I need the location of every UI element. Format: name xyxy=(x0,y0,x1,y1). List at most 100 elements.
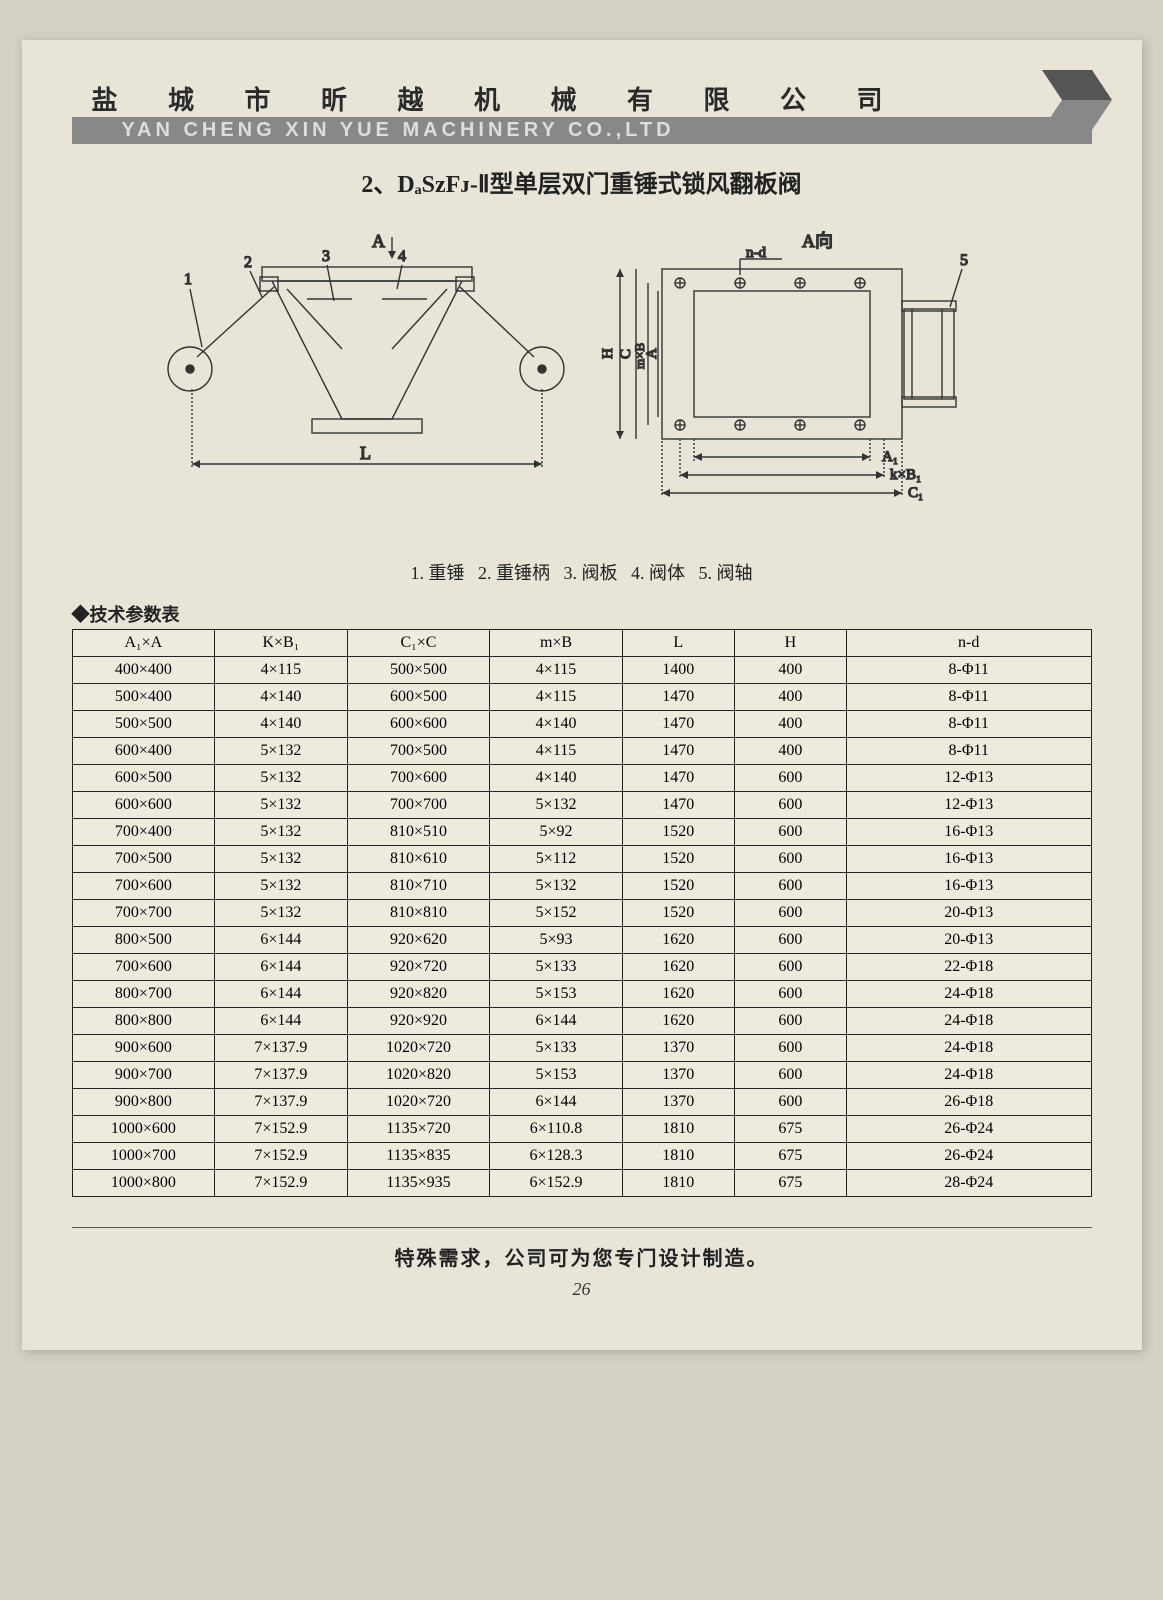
table-row: 600×4005×132700×5004×11514704008-Φ11 xyxy=(72,738,1091,765)
table-cell: 700×500 xyxy=(72,846,215,873)
table-cell: 5×132 xyxy=(215,900,347,927)
table-col-header: n-d xyxy=(846,630,1091,657)
table-cell: 6×144 xyxy=(215,981,347,1008)
table-cell: 675 xyxy=(734,1143,846,1170)
table-cell: 6×144 xyxy=(490,1089,622,1116)
diagram-label-Aview: A向 xyxy=(802,231,833,251)
table-cell: 1020×720 xyxy=(347,1035,490,1062)
table-cell: 6×152.9 xyxy=(490,1170,622,1197)
table-col-header: C₁×C xyxy=(347,630,490,657)
table-cell: 600 xyxy=(734,927,846,954)
logo-icon xyxy=(1042,70,1112,130)
table-cell: 1620 xyxy=(622,1008,734,1035)
table-cell: 675 xyxy=(734,1170,846,1197)
table-cell: 920×920 xyxy=(347,1008,490,1035)
table-cell: 8-Φ11 xyxy=(846,738,1091,765)
table-cell: 4×140 xyxy=(215,711,347,738)
engineering-diagram: A xyxy=(142,229,1022,549)
table-cell: 600 xyxy=(734,981,846,1008)
table-cell: 600 xyxy=(734,954,846,981)
table-cell: 26-Φ24 xyxy=(846,1143,1091,1170)
table-cell: 600 xyxy=(734,1035,846,1062)
table-cell: 600 xyxy=(734,1008,846,1035)
svg-text:1: 1 xyxy=(184,271,192,288)
table-cell: 5×132 xyxy=(490,792,622,819)
table-cell: 1520 xyxy=(622,819,734,846)
table-cell: 5×133 xyxy=(490,1035,622,1062)
table-cell: 700×600 xyxy=(72,873,215,900)
table-row: 900×8007×137.91020×7206×144137060026-Φ18 xyxy=(72,1089,1091,1116)
table-cell: 16-Φ13 xyxy=(846,819,1091,846)
table-cell: 900×600 xyxy=(72,1035,215,1062)
table-cell: 5×153 xyxy=(490,981,622,1008)
table-cell: 6×144 xyxy=(490,1008,622,1035)
svg-text:3: 3 xyxy=(322,248,330,265)
table-cell: 7×152.9 xyxy=(215,1143,347,1170)
table-cell: 7×137.9 xyxy=(215,1035,347,1062)
table-cell: 5×132 xyxy=(215,765,347,792)
table-cell: 400 xyxy=(734,684,846,711)
table-row: 1000×6007×152.91135×7206×110.8181067526-… xyxy=(72,1116,1091,1143)
table-cell: 4×140 xyxy=(215,684,347,711)
svg-text:2: 2 xyxy=(244,254,252,271)
table-cell: 600×500 xyxy=(72,765,215,792)
table-cell: 920×720 xyxy=(347,954,490,981)
page-number: 26 xyxy=(72,1279,1092,1300)
table-cell: 810×610 xyxy=(347,846,490,873)
table-cell: 400 xyxy=(734,657,846,684)
title-suffix: 型单层双门重锤式锁风翻板阀 xyxy=(490,172,802,198)
table-row: 700×6006×144920×7205×133162060022-Φ18 xyxy=(72,954,1091,981)
table-cell: 600 xyxy=(734,819,846,846)
table-cell: 1135×835 xyxy=(347,1143,490,1170)
table-cell: 4×115 xyxy=(490,657,622,684)
table-cell: 500×400 xyxy=(72,684,215,711)
table-col-header: L xyxy=(622,630,734,657)
table-cell: 20-Φ13 xyxy=(846,927,1091,954)
table-row: 400×4004×115500×5004×11514004008-Φ11 xyxy=(72,657,1091,684)
table-cell: 700×700 xyxy=(72,900,215,927)
table-cell: 6×144 xyxy=(215,927,347,954)
table-cell: 16-Φ13 xyxy=(846,846,1091,873)
svg-text:A: A xyxy=(644,348,660,359)
table-cell: 1370 xyxy=(622,1035,734,1062)
table-cell: 1020×820 xyxy=(347,1062,490,1089)
table-row: 900×6007×137.91020×7205×133137060024-Φ18 xyxy=(72,1035,1091,1062)
table-col-header: K×B₁ xyxy=(215,630,347,657)
table-cell: 6×128.3 xyxy=(490,1143,622,1170)
table-cell: 600 xyxy=(734,846,846,873)
table-cell: 900×700 xyxy=(72,1062,215,1089)
diagram-dim-L: L xyxy=(360,443,371,463)
title-model: DₐSᴢFᴊ-Ⅱ xyxy=(397,172,489,198)
document-page: 盐 城 市 昕 越 机 械 有 限 公 司 YAN CHENG XIN YUE … xyxy=(22,40,1142,1350)
table-cell: 600 xyxy=(734,1089,846,1116)
table-cell: 800×500 xyxy=(72,927,215,954)
table-cell: 5×93 xyxy=(490,927,622,954)
table-cell: 1000×700 xyxy=(72,1143,215,1170)
table-cell: 675 xyxy=(734,1116,846,1143)
table-cell: 1135×720 xyxy=(347,1116,490,1143)
table-cell: 4×115 xyxy=(490,684,622,711)
table-cell: 5×132 xyxy=(215,819,347,846)
table-cell: 900×800 xyxy=(72,1089,215,1116)
table-cell: 1020×720 xyxy=(347,1089,490,1116)
table-col-header: A₁×A xyxy=(72,630,215,657)
product-title: 2、DₐSᴢFᴊ-Ⅱ型单层双门重锤式锁风翻板阀 xyxy=(72,164,1092,199)
table-row: 900×7007×137.91020×8205×153137060024-Φ18 xyxy=(72,1062,1091,1089)
table-cell: 1000×600 xyxy=(72,1116,215,1143)
table-cell: 1470 xyxy=(622,738,734,765)
table-cell: 5×132 xyxy=(215,846,347,873)
table-cell: 600 xyxy=(734,792,846,819)
table-cell: 920×820 xyxy=(347,981,490,1008)
table-cell: 7×137.9 xyxy=(215,1062,347,1089)
table-cell: 24-Φ18 xyxy=(846,981,1091,1008)
svg-text:5: 5 xyxy=(960,252,968,269)
table-cell: 1470 xyxy=(622,765,734,792)
table-cell: 26-Φ24 xyxy=(846,1116,1091,1143)
table-cell: 700×600 xyxy=(72,954,215,981)
table-col-header: m×B xyxy=(490,630,622,657)
table-cell: 1520 xyxy=(622,900,734,927)
svg-text:4: 4 xyxy=(398,248,406,265)
table-cell: 1000×800 xyxy=(72,1170,215,1197)
table-cell: 6×110.8 xyxy=(490,1116,622,1143)
table-cell: 20-Φ13 xyxy=(846,900,1091,927)
